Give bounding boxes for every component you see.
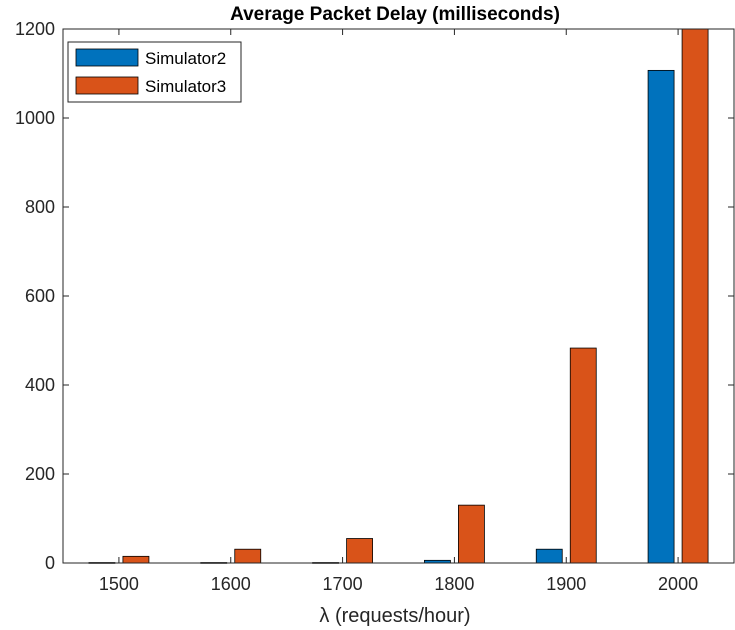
bars-group bbox=[88, 28, 709, 564]
x-tick-label-1900: 1900 bbox=[546, 574, 586, 594]
legend: Simulator2 Simulator3 bbox=[67, 41, 242, 103]
bar-simulator3-1500 bbox=[122, 555, 150, 564]
y-tick-label-1000: 1000 bbox=[15, 108, 55, 128]
bar-simulator2-1900 bbox=[535, 548, 563, 564]
x-tick-label-1800: 1800 bbox=[434, 574, 474, 594]
bar-simulator2-2000 bbox=[647, 69, 675, 564]
bar-simulator3-1600 bbox=[234, 548, 262, 564]
y-tick-label-1200: 1200 bbox=[15, 19, 55, 39]
bar-simulator3-2000 bbox=[681, 28, 709, 564]
plot-area bbox=[63, 29, 734, 563]
legend-swatch-simulator2 bbox=[75, 48, 139, 67]
legend-swatch-simulator3 bbox=[75, 76, 139, 95]
legend-label-simulator2: Simulator2 bbox=[145, 49, 226, 68]
x-tick-label-1500: 1500 bbox=[99, 574, 139, 594]
legend-label-simulator3: Simulator3 bbox=[145, 77, 226, 96]
y-tick-label-400: 400 bbox=[25, 375, 55, 395]
plot-frame bbox=[62, 28, 735, 564]
y-tick-label-0: 0 bbox=[45, 553, 55, 573]
bar-simulator3-1800 bbox=[458, 504, 485, 564]
x-tick-label-2000: 2000 bbox=[658, 574, 698, 594]
x-tick-label-1700: 1700 bbox=[323, 574, 363, 594]
y-tick-label-800: 800 bbox=[25, 197, 55, 217]
x-axis-ticks: 1500 1600 1700 1800 1900 2000 bbox=[99, 29, 698, 594]
chart-title: Average Packet Delay (milliseconds) bbox=[230, 4, 560, 25]
x-axis-label: λ (requests/hour) bbox=[319, 605, 470, 627]
bar-simulator3-1900 bbox=[569, 347, 597, 564]
bar-simulator3-1700 bbox=[346, 538, 373, 564]
y-tick-label-600: 600 bbox=[25, 286, 55, 306]
y-tick-label-200: 200 bbox=[25, 464, 55, 484]
x-tick-label-1600: 1600 bbox=[211, 574, 251, 594]
y-axis-ticks: 0 200 400 600 800 1000 1200 bbox=[15, 19, 734, 573]
